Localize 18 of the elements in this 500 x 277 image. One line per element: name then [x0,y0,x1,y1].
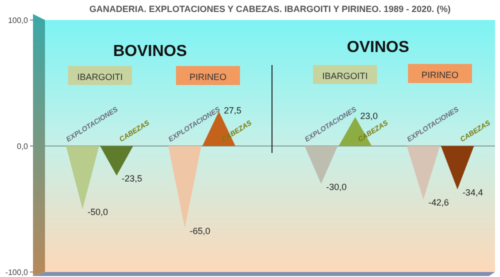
data-label: -30,0 [326,182,347,192]
annotation: PIRINEO [189,72,227,82]
chart-title: GANADERIA. EXPLOTACIONES Y CABEZAS. IBARGOITI Y PIRINEO. 1989 - 2020. (%) [89,4,451,14]
annotation: BOVINOS [113,43,188,60]
y-tick-label: -100,0 [5,268,29,277]
data-label: -42,6 [428,198,449,208]
y-tick-label: 0,0 [16,142,29,151]
data-label: 23,0 [360,111,378,122]
data-label: -65,0 [190,226,210,236]
annotation: PIRINEO [421,70,459,80]
data-label: 27,5 [224,105,242,116]
annotation: IBARGOITI [322,71,368,81]
data-label: -50,0 [88,207,108,217]
annotation: OVINOS [346,39,410,56]
data-label: -34,4 [462,187,483,198]
data-label: -23,5 [122,174,142,184]
annotation: IBARGOITI [77,72,123,82]
y-tick-label: 100,0 [8,16,29,25]
